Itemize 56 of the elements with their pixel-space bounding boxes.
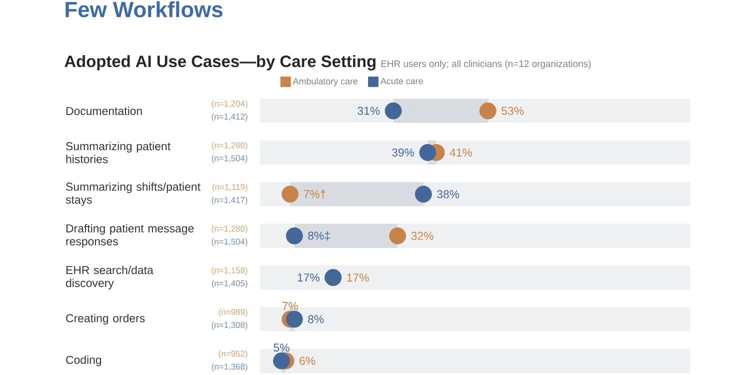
point (286, 310, 303, 328)
y-tick-label: Coding (66, 356, 102, 366)
text: (n=1,504) (212, 238, 248, 246)
bar (436, 140, 690, 165)
data-label: 41% (450, 148, 472, 157)
data-label: 17% (298, 274, 320, 282)
data-label: 53% (502, 106, 524, 115)
bar (398, 224, 690, 248)
text: (n=1,405) (212, 280, 248, 288)
data-label: 8%‡ (308, 231, 330, 240)
point (389, 227, 406, 244)
point (384, 102, 402, 120)
data-label: 5% (274, 344, 290, 352)
bar (290, 182, 424, 206)
point (419, 144, 436, 161)
text: Few Workflows (66, 1, 222, 18)
y-tick-label: Summarizing shifts/patient stays (66, 182, 200, 206)
data-label: 39% (392, 148, 414, 157)
legend-label: Acute care (380, 78, 423, 84)
data-label: 7% (282, 302, 298, 310)
text: (n=1,204) (212, 100, 248, 108)
text: (n=1,158) (212, 267, 248, 275)
y-tick-label: EHR search/data discovery (66, 266, 154, 290)
data-label: 17% (347, 274, 369, 282)
data-label: 31% (358, 106, 380, 115)
text: (n=1,280) (212, 225, 248, 234)
point (414, 186, 432, 203)
data-label: 7%† (304, 190, 326, 199)
chart-title: Adopted AI Use Cases—by Care Setting (64, 55, 376, 70)
text: (n=1,504) (212, 155, 248, 163)
point (282, 186, 299, 203)
data-label: 38% (437, 190, 460, 198)
bar (260, 140, 428, 165)
data-label: 32% (411, 232, 434, 240)
text: (n=1,417) (212, 196, 248, 205)
y-tick-label: Summarizing patient histories (66, 142, 170, 164)
point (286, 227, 303, 244)
point (273, 352, 290, 370)
bar (423, 182, 690, 206)
y-tick-label: Drafting patient message responses (66, 224, 194, 248)
y-tick-label: Documentation (66, 106, 142, 116)
text: (n=989) (218, 308, 248, 317)
text: (n=1,368) (212, 363, 248, 372)
text: (n=1,119) (212, 184, 248, 192)
point (479, 102, 496, 120)
text: (n=1,308) (212, 322, 248, 330)
y-tick-label: Creating orders (66, 314, 145, 325)
data-label: 8% (308, 315, 324, 324)
text: (n=1,412) (212, 113, 248, 122)
bar (488, 98, 690, 123)
data-label: 6% (300, 356, 316, 365)
text: (n=1,280) (212, 142, 248, 150)
bar (260, 98, 394, 123)
text: (n=952) (218, 350, 248, 358)
chart-subtitle: EHR users only; all clinicians (n=12 organizations) (381, 60, 591, 69)
legend-label: Ambulatory care (292, 78, 358, 86)
